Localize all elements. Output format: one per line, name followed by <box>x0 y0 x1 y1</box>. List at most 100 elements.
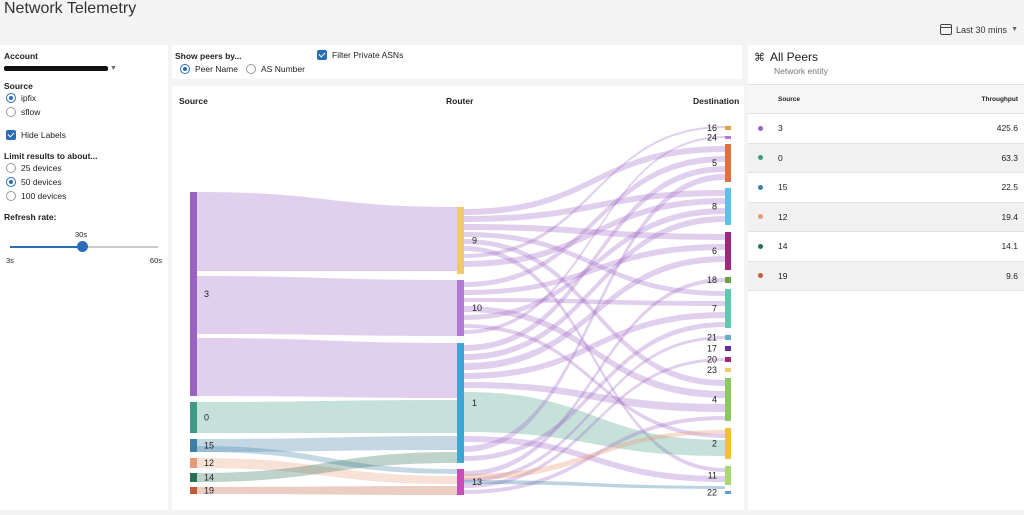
flow-router-destination[interactable] <box>464 166 725 351</box>
sankey-node-source[interactable] <box>190 439 197 452</box>
refresh-rate-slider[interactable]: 30s 3s 60s <box>4 226 164 265</box>
flow-router-destination[interactable] <box>464 324 725 438</box>
radio-selected-icon[interactable] <box>180 64 190 74</box>
sankey-node-destination-label: 7 <box>712 304 717 314</box>
sankey-node-router[interactable] <box>457 280 464 336</box>
flow-router-destination[interactable] <box>464 156 725 287</box>
sankey-node-destination[interactable] <box>725 289 731 328</box>
sankey-node-destination[interactable] <box>725 126 731 130</box>
sankey-node-source[interactable] <box>190 473 197 482</box>
flow-router-destination[interactable] <box>464 256 725 370</box>
sankey-node-destination[interactable] <box>725 466 731 485</box>
sankey-node-router[interactable] <box>457 207 464 274</box>
hide-labels-checkbox[interactable]: Hide Labels <box>4 128 164 142</box>
flow-source-router[interactable] <box>197 446 457 474</box>
column-header-throughput[interactable]: Throughput <box>981 95 1018 103</box>
limit-option-25[interactable]: 25 devices <box>4 161 164 175</box>
flow-router-destination[interactable] <box>464 232 725 296</box>
flow-source-router[interactable] <box>197 452 457 482</box>
column-header-source[interactable]: Source <box>778 95 801 103</box>
sankey-node-destination[interactable] <box>725 491 731 494</box>
source-option-ipfix[interactable]: ipfix <box>4 91 164 105</box>
flow-source-router[interactable] <box>197 400 457 433</box>
flow-router-destination[interactable] <box>464 336 725 482</box>
table-row[interactable]: 3 425.6 <box>748 114 1024 144</box>
flow-source-router[interactable] <box>197 276 457 336</box>
flow-router-destination[interactable] <box>464 312 725 379</box>
limit-option-100[interactable]: 100 devices <box>4 189 164 203</box>
flow-source-router[interactable] <box>197 338 457 398</box>
flow-source-router[interactable] <box>197 486 457 495</box>
sankey-node-destination[interactable] <box>725 346 731 351</box>
flow-router-destination[interactable] <box>464 306 725 398</box>
sankey-node-source[interactable] <box>190 192 197 396</box>
flow-router-destination[interactable] <box>464 278 725 476</box>
sankey-node-destination[interactable] <box>725 378 731 421</box>
slider-thumb[interactable] <box>77 241 88 252</box>
radio-icon[interactable] <box>6 191 16 201</box>
peer-option-name[interactable]: Peer Name <box>178 62 238 76</box>
limit-option-50[interactable]: 50 devices <box>4 175 164 189</box>
flow-router-destination[interactable] <box>464 136 725 334</box>
time-range-picker[interactable]: Last 30 mins ▼ <box>940 24 1018 35</box>
flow-router-destination[interactable] <box>464 246 725 472</box>
filter-private-asns-checkbox[interactable]: Filter Private ASNs <box>315 48 403 62</box>
flow-router-destination[interactable] <box>464 416 725 494</box>
sankey-node-destination-label: 23 <box>707 365 717 375</box>
limit-option-label: 50 devices <box>21 177 62 187</box>
flow-router-destination[interactable] <box>464 436 725 482</box>
flow-router-destination[interactable] <box>464 480 725 489</box>
flow-router-destination[interactable] <box>464 146 725 215</box>
checkbox-checked-icon[interactable] <box>6 130 16 140</box>
account-select[interactable]: ▼ <box>4 65 164 72</box>
table-row[interactable]: 14 14.1 <box>748 232 1024 262</box>
flow-router-destination[interactable] <box>464 239 725 386</box>
sankey-node-destination[interactable] <box>725 232 731 270</box>
radio-icon[interactable] <box>246 64 256 74</box>
flow-router-destination[interactable] <box>464 208 725 320</box>
flow-router-destination[interactable] <box>464 244 725 295</box>
flow-router-destination[interactable] <box>464 126 725 258</box>
flow-source-router[interactable] <box>197 192 457 271</box>
sankey-node-destination[interactable] <box>725 335 731 340</box>
sankey-node-source-label: 14 <box>204 473 214 483</box>
sankey-node-destination[interactable] <box>725 368 731 372</box>
sankey-node-destination[interactable] <box>725 428 731 459</box>
flow-router-destination[interactable] <box>464 298 725 306</box>
table-row[interactable]: 15 22.5 <box>748 173 1024 203</box>
table-row[interactable]: 19 9.6 <box>748 261 1024 291</box>
flow-router-destination[interactable] <box>464 358 725 488</box>
flow-router-destination[interactable] <box>464 198 725 267</box>
flow-router-destination[interactable] <box>464 190 725 222</box>
checkbox-checked-icon[interactable] <box>317 50 327 60</box>
flow-source-router[interactable] <box>197 458 457 484</box>
sankey-node-router[interactable] <box>457 343 464 463</box>
sankey-node-destination[interactable] <box>725 188 731 225</box>
sankey-node-destination[interactable] <box>725 136 731 139</box>
flow-router-destination[interactable] <box>464 382 725 412</box>
source-option-sflow[interactable]: sflow <box>4 105 164 119</box>
radio-selected-icon[interactable] <box>6 177 16 187</box>
radio-selected-icon[interactable] <box>6 93 16 103</box>
sankey-node-router[interactable] <box>457 469 464 495</box>
sankey-node-source[interactable] <box>190 458 197 468</box>
sankey-node-source[interactable] <box>190 402 197 433</box>
peer-option-asn[interactable]: AS Number <box>244 62 305 76</box>
radio-icon[interactable] <box>6 163 16 173</box>
flow-source-router[interactable] <box>197 436 457 452</box>
sankey-node-destination[interactable] <box>725 277 731 283</box>
flow-router-destination[interactable] <box>464 322 725 461</box>
radio-icon[interactable] <box>6 107 16 117</box>
flow-router-destination[interactable] <box>464 430 725 480</box>
flow-router-destination[interactable] <box>464 216 725 360</box>
flow-router-destination[interactable] <box>464 224 725 240</box>
sankey-node-source[interactable] <box>190 487 197 494</box>
sankey-node-destination[interactable] <box>725 357 731 362</box>
table-row[interactable]: 12 19.4 <box>748 202 1024 232</box>
flow-router-destination[interactable] <box>464 174 725 452</box>
sankey-node-destination[interactable] <box>725 144 731 182</box>
flow-router-destination[interactable] <box>464 392 725 456</box>
grid-icon: ⌘ <box>754 51 765 64</box>
table-row[interactable]: 0 63.3 <box>748 143 1024 173</box>
